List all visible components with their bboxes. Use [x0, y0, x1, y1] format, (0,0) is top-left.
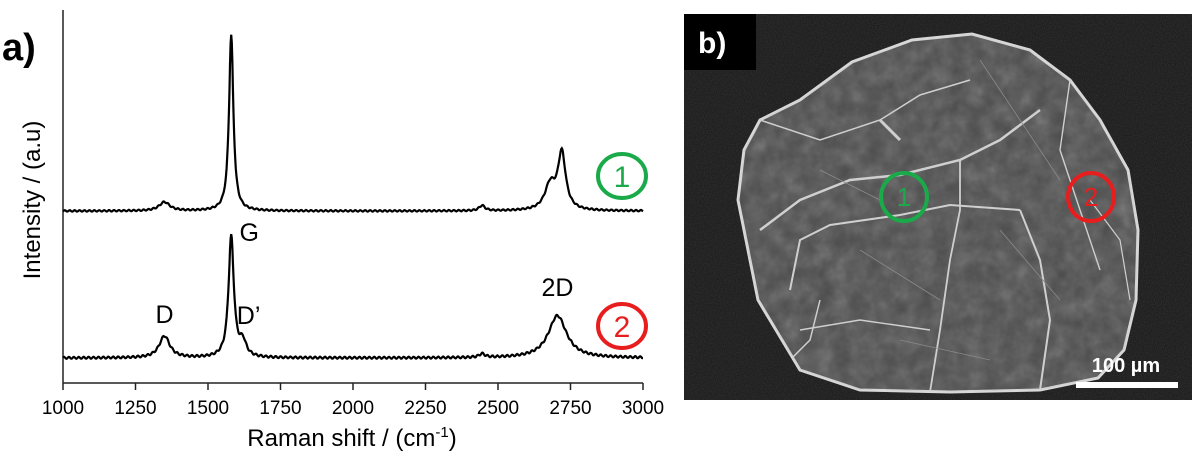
x-tick-label: 2250 [404, 398, 446, 419]
x-axis-title-main: Raman shift / (cm [247, 425, 435, 452]
spectrum-line-2 [62, 234, 644, 361]
x-tick-label: 1250 [114, 398, 156, 419]
flake-scratches [819, 59, 1061, 361]
x-ticks [62, 383, 644, 390]
x-tick-label: 1500 [187, 398, 229, 419]
scale-bar-label: 100 µm [1092, 355, 1160, 377]
series-marker-2-circle [596, 302, 648, 350]
series-markers: 12 [596, 152, 648, 350]
x-axis-title-end: ) [449, 425, 457, 452]
peak-label-d: D [155, 301, 173, 329]
series-marker-1-label: 1 [614, 161, 631, 194]
peak-label-2d: 2D [541, 274, 573, 302]
sem-marker-1-label: 1 [897, 182, 911, 212]
peak-label-g: G [239, 219, 258, 247]
sem-marker-1-circle [879, 171, 929, 223]
scale-bar [1076, 382, 1178, 388]
x-tick-label: 2000 [332, 398, 374, 419]
x-tick-labels: 1000 1250 1500 1750 2000 2250 2500 2750 3000 [42, 398, 664, 419]
x-axis-title-sup: -1 [435, 424, 448, 441]
raman-chart: a) 1000 1250 1500 1750 2000 2250 2500 2750 3000 … [2, 10, 664, 452]
sem-marker-1: 1 [879, 171, 929, 223]
x-axis-title: Raman shift / (cm-1) [247, 424, 456, 452]
sem-marker-2-circle [1066, 171, 1116, 223]
peak-labels: G D D’ 2D [155, 219, 573, 330]
sem-marker-2: 2 [1066, 171, 1116, 223]
x-tick-label: 1000 [42, 398, 84, 419]
peak-label-d-prime: D’ [237, 302, 261, 330]
panel-b-label-box [684, 14, 756, 70]
spectrum-line-1 [62, 34, 644, 213]
x-tick-label: 2500 [477, 398, 519, 419]
panel-a-label: a) [2, 27, 36, 69]
x-tick-label: 3000 [622, 398, 664, 419]
series-marker-1-circle [596, 152, 648, 200]
x-tick-label: 1750 [259, 398, 301, 419]
spectra [62, 34, 644, 361]
sem-marker-2-label: 2 [1084, 182, 1098, 212]
x-tick-label: 2750 [549, 398, 591, 419]
sem-image-panel: 1 2 b) 100 µm [684, 14, 1192, 400]
y-axis-title: Intensity / (a.u) [19, 121, 46, 280]
panel-b-label: b) [698, 27, 726, 60]
series-marker-2-label: 2 [614, 311, 631, 344]
graphite-flake [736, 32, 1140, 394]
